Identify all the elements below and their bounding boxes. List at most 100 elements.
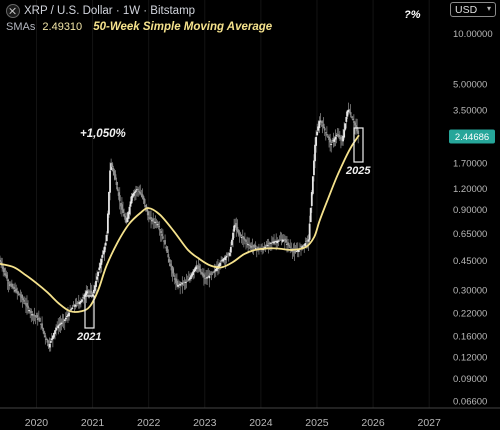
candle-body [8, 284, 11, 286]
candle-body [76, 302, 79, 304]
candle-body [332, 140, 335, 142]
candle-body [346, 110, 349, 117]
candle-body [351, 118, 354, 120]
close-icon[interactable] [6, 4, 20, 18]
candle-body [58, 324, 61, 326]
candle-body [24, 304, 27, 306]
candle-body [144, 204, 147, 208]
candle-body [306, 240, 309, 242]
candle-body [186, 280, 189, 282]
candle-body [80, 300, 82, 303]
candle-body [74, 304, 77, 307]
candle-body [354, 122, 356, 126]
y-tick-label: 0.06600 [453, 397, 487, 408]
candle-body [300, 246, 302, 248]
sma-legend: SMAs 2.49310 50-Week Simple Moving Avera… [6, 21, 272, 33]
candle-body [284, 239, 287, 243]
candle-body [19, 295, 22, 297]
candle-body [18, 294, 21, 296]
candle-body [56, 325, 59, 327]
candle-body [222, 258, 225, 262]
x-tick-label: 2021 [81, 417, 105, 429]
candle-body [99, 263, 102, 269]
candle-body [157, 226, 160, 228]
candle-body [336, 134, 339, 137]
x-tick-label: 2023 [193, 417, 217, 429]
candle-body [288, 245, 291, 247]
candle-body [77, 302, 80, 304]
candle-body [170, 266, 173, 271]
candle-body [129, 201, 132, 207]
candle-body [256, 247, 259, 249]
candle-body [1, 265, 4, 267]
candle-body [273, 241, 275, 244]
candle-body [162, 236, 164, 239]
candle-body [41, 323, 43, 329]
candle-body [176, 280, 178, 286]
candle-body [10, 283, 13, 287]
candle-body [54, 330, 56, 334]
candle-body [61, 321, 64, 323]
candle-body [95, 280, 97, 287]
candle-body [190, 275, 192, 279]
candle-body [124, 215, 127, 220]
candle-body [334, 136, 337, 140]
candle-body [234, 224, 237, 228]
candle-body [7, 282, 10, 284]
candle-body [147, 217, 150, 219]
y-tick-label: 3.50000 [453, 106, 487, 117]
candle-body [322, 123, 325, 129]
candle-body [110, 163, 113, 170]
candle-body [331, 141, 334, 143]
candle-body [268, 242, 271, 244]
candle-body [251, 246, 254, 248]
grid [35, 0, 430, 408]
y-tick-label: 0.16000 [453, 332, 487, 343]
candle-body [227, 252, 230, 254]
candle-body [12, 286, 14, 289]
candle-body [320, 121, 323, 124]
candle-body [327, 136, 329, 138]
candle-body [118, 195, 121, 202]
candle-body [49, 341, 52, 343]
candle-body [82, 297, 84, 299]
candle-body [123, 213, 125, 217]
candle-body [231, 239, 233, 246]
candle-body [153, 221, 156, 223]
y-tick-label: 0.45000 [453, 256, 487, 267]
candle-body [3, 268, 6, 273]
candle-body [15, 288, 18, 292]
candle-body [307, 239, 310, 242]
candle-body [212, 271, 215, 273]
candle-body [324, 132, 327, 134]
candle-body [141, 194, 144, 198]
candle-body [239, 234, 242, 236]
candle-body [272, 241, 274, 243]
candle-body [205, 277, 207, 279]
sma-line [0, 134, 360, 313]
candle-body [245, 240, 247, 242]
candle-body [182, 282, 185, 284]
candle-body [40, 323, 42, 325]
candle-body [98, 267, 101, 271]
currency-select[interactable]: USD ▾ [450, 2, 496, 17]
candle-body [42, 328, 45, 332]
candle-body [289, 246, 292, 248]
candle-body [116, 187, 119, 191]
candle-body [250, 246, 253, 248]
candle-body [2, 266, 5, 270]
candle-body [317, 126, 320, 131]
candle-body [16, 291, 19, 293]
candle-body [6, 279, 9, 281]
candle-body [60, 322, 63, 324]
candle-body [184, 281, 187, 283]
candle-body [135, 190, 137, 192]
candle-body [338, 137, 341, 139]
candle-body [164, 240, 166, 245]
candle-body [112, 167, 115, 172]
current-price-badge [449, 129, 495, 144]
candle-body [96, 276, 98, 280]
candle-body [53, 332, 55, 338]
candle-body [269, 242, 272, 244]
